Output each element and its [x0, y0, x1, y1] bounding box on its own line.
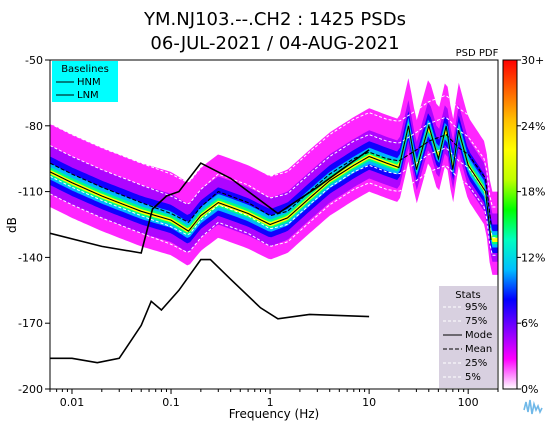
colorbar-ticks: 0% 6% 12% 18% 24% 30+: [517, 54, 545, 396]
p5-label: 5%: [465, 372, 481, 383]
colorbar: [502, 59, 518, 390]
x-tick-label: 0.1: [162, 396, 180, 409]
colorbar-tick-label: 6%: [521, 317, 538, 330]
percentile-curve-0: [50, 95, 498, 186]
series-lnm-line: [50, 258, 370, 364]
colorbar-label: PSD PDF: [456, 48, 499, 59]
series-hnm-line: [50, 149, 370, 254]
x-tick-label: 1: [267, 396, 274, 409]
plot-frame: [49, 59, 499, 390]
x-tick-label: 0.01: [60, 396, 85, 409]
colorbar-tick-label: 0%: [521, 383, 538, 396]
density-band-4: [50, 121, 498, 245]
series-layer: [50, 95, 498, 364]
series-mean-line: [50, 133, 492, 225]
logo-icon: [523, 399, 543, 415]
colorbar-tick-label: 12%: [521, 251, 545, 264]
mode-label: Mode: [465, 330, 492, 341]
baselines-legend: Baselines HNM LNM: [52, 61, 118, 102]
x-tick-label: 10: [362, 396, 376, 409]
colorbar-tick-label: 18%: [521, 186, 545, 199]
percentile-curve-3: [50, 165, 498, 256]
lnm-legend-label: LNM: [77, 90, 99, 101]
y-axis-label: dB: [5, 217, 19, 233]
y-axis-ticks: -50 -80 -110 -140 -170 -200: [18, 54, 50, 396]
y-tick-label: -200: [18, 383, 43, 396]
series-mode-line: [50, 123, 492, 240]
p95-label: 95%: [465, 302, 487, 313]
percentile-curve-1: [50, 117, 498, 208]
percentile-curve-2: [50, 147, 498, 239]
stats-legend-box: [439, 286, 497, 388]
y-tick-label: -140: [18, 251, 43, 264]
y-tick-label: -170: [18, 317, 43, 330]
x-tick-label: 100: [458, 396, 479, 409]
chart-title: YM.NJ103.--.CH2 : 1425 PSDs: [143, 9, 406, 30]
colorbar-tick-label: 24%: [521, 120, 545, 133]
y-tick-label: -50: [25, 54, 43, 67]
stats-legend-title: Stats: [455, 290, 481, 301]
x-axis-label: Frequency (Hz): [229, 407, 320, 421]
colorbar-tick-label: 30+: [521, 54, 544, 67]
baselines-legend-title: Baselines: [61, 64, 109, 75]
mean-label: Mean: [465, 344, 492, 355]
stats-legend: Stats 95% 75% Mode Mean 25% 5%: [439, 286, 497, 388]
p25-label: 25%: [465, 358, 487, 369]
p75-label: 75%: [465, 316, 487, 327]
hnm-legend-label: HNM: [77, 77, 101, 88]
chart-subtitle: 06-JUL-2021 / 04-AUG-2021: [150, 33, 399, 54]
y-tick-label: -80: [25, 120, 43, 133]
x-axis-ticks: 0.01 0.1 1 10 100: [49, 389, 499, 409]
y-tick-label: -110: [18, 186, 43, 199]
